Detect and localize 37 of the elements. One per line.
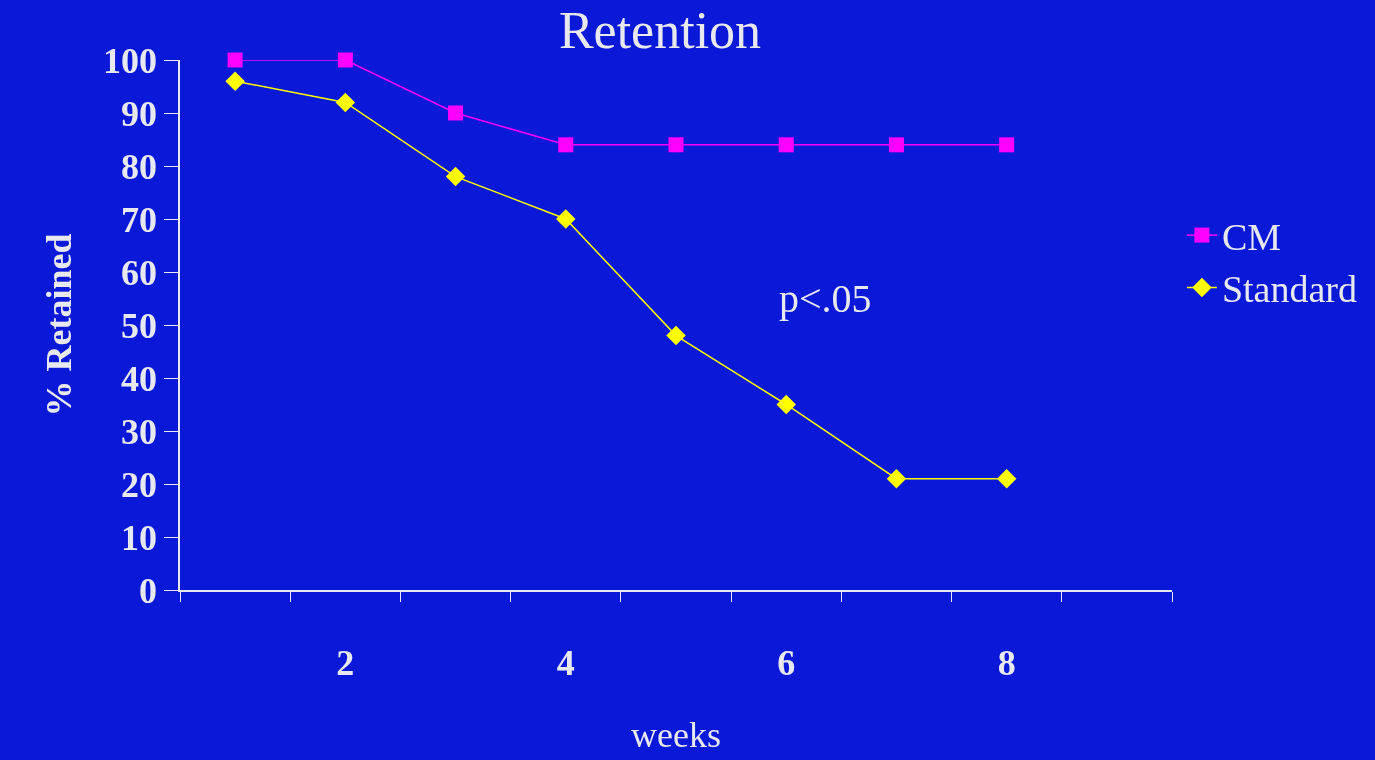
annotation: p<.05 (779, 276, 872, 321)
point (666, 325, 686, 346)
legend-label: Standard (1221, 268, 1357, 311)
point (778, 137, 794, 153)
point (337, 52, 353, 68)
y-tick-label: 100 (103, 40, 158, 81)
point (445, 166, 466, 187)
point (668, 137, 684, 153)
point (886, 468, 907, 489)
y-tick-label: 50 (121, 305, 158, 346)
point (999, 137, 1015, 153)
chart-title: Retention (558, 1, 762, 59)
x-tick-label: 8 (997, 642, 1016, 683)
point (556, 209, 576, 229)
point (225, 71, 245, 91)
y-tick-label: 70 (121, 199, 158, 240)
point (996, 468, 1017, 489)
y-tick-label: 0 (139, 570, 158, 611)
legend-label: CM (1221, 215, 1282, 258)
y-tick-label: 90 (121, 93, 158, 134)
y-tick-label: 10 (121, 517, 158, 558)
y-axis-title: % Retained (39, 233, 80, 417)
point (888, 137, 904, 153)
y-tick-label: 80 (121, 146, 158, 187)
x-tick-label: 2 (336, 642, 355, 683)
y-tick-label: 40 (121, 358, 158, 399)
x-tick-label: 6 (777, 642, 796, 683)
x-axis-title: weeks (631, 715, 721, 756)
y-tick-label: 60 (121, 252, 158, 293)
point (335, 92, 356, 113)
point (776, 394, 796, 415)
x-tick-label: 4 (556, 642, 575, 683)
y-tick-label: 30 (121, 411, 158, 452)
point (227, 52, 243, 68)
point (558, 137, 574, 153)
point (448, 105, 464, 121)
y-tick-label: 20 (121, 464, 158, 505)
